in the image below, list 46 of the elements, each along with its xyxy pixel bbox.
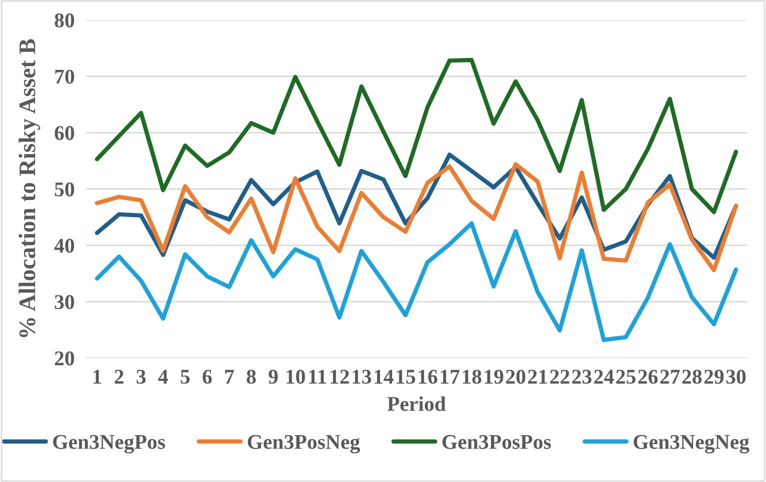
x-tick-label: 8 xyxy=(246,370,256,384)
y-tick-label: 70 xyxy=(55,70,74,84)
line-series xyxy=(94,162,738,272)
x-tick-label: 5 xyxy=(180,370,190,384)
x-tick-label: 12 xyxy=(330,370,349,384)
x-tick-label: 21 xyxy=(528,370,548,384)
x-tick-label: 27 xyxy=(660,370,680,384)
x-tick-label: 23 xyxy=(572,370,592,384)
y-tick-label: 50 xyxy=(54,182,74,196)
x-tick-label: 25 xyxy=(616,370,636,384)
x-tick-label: 4 xyxy=(158,370,168,384)
x-tick-label: 19 xyxy=(484,370,504,384)
x-axis-title: Period xyxy=(387,396,446,411)
x-tick-label: 24 xyxy=(594,370,614,384)
x-tick-label: 11 xyxy=(309,370,326,384)
x-tick-label: 10 xyxy=(286,370,305,384)
x-tick-label: 20 xyxy=(506,370,526,384)
legend-label: Gen3NegPos xyxy=(53,435,165,454)
x-tick-label: 17 xyxy=(440,370,460,384)
x-tick-label: 14 xyxy=(374,370,394,384)
y-axis-title: % Allocation to Risky Asset B xyxy=(18,39,40,338)
legend-label: Gen3NegNeg xyxy=(634,435,750,454)
x-tick-label: 6 xyxy=(202,370,212,384)
line-series xyxy=(94,221,738,342)
x-tick-label: 13 xyxy=(352,370,372,384)
x-tick-label: 3 xyxy=(136,370,146,384)
x-tick-label: 16 xyxy=(418,370,438,384)
y-tick-label: 30 xyxy=(54,295,74,310)
x-tick-label: 30 xyxy=(726,370,746,384)
line-series xyxy=(94,58,738,214)
x-tick-label: 9 xyxy=(268,370,278,384)
x-tick-label: 22 xyxy=(550,370,570,384)
x-tick-label: 15 xyxy=(396,370,416,384)
x-tick-label: 29 xyxy=(704,370,724,384)
x-tick-label: 1 xyxy=(93,370,102,384)
y-tick-label: 60 xyxy=(54,126,74,140)
x-tick-label: 26 xyxy=(638,370,658,384)
legend-label: Gen3PosNeg xyxy=(248,435,360,454)
y-tick-label: 40 xyxy=(54,238,74,253)
x-tick-label: 18 xyxy=(462,370,482,384)
legend-label: Gen3PosPos xyxy=(442,435,551,449)
x-tick-label: 2 xyxy=(114,370,124,384)
x-tick-label: 28 xyxy=(682,370,702,384)
x-tick-label: 7 xyxy=(225,370,234,384)
y-tick-label: 20 xyxy=(54,351,74,366)
y-tick-label: 80 xyxy=(54,13,74,28)
